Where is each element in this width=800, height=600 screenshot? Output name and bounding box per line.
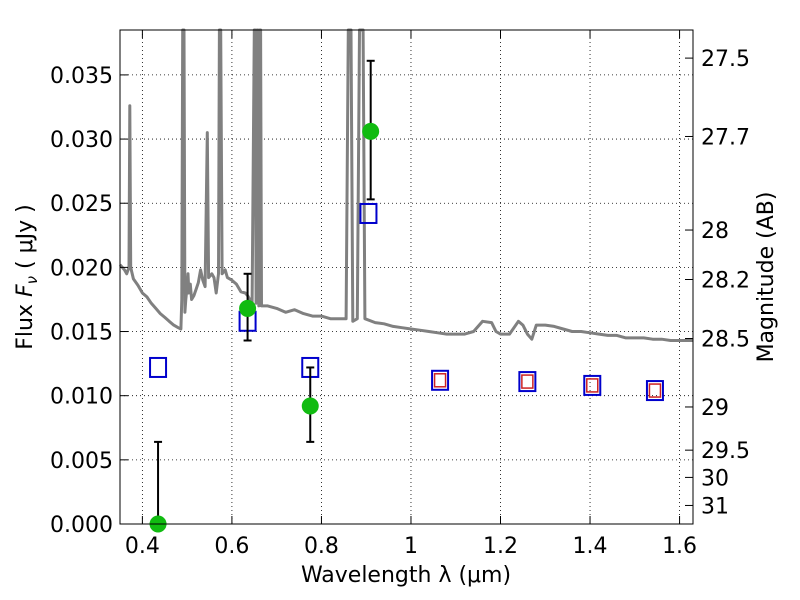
x-tick-label: 0.6 bbox=[214, 534, 249, 559]
model-photometry-nir-point bbox=[586, 378, 599, 393]
y2-tick-label: 28 bbox=[701, 219, 729, 244]
y2-tick-label: 29.5 bbox=[701, 439, 750, 464]
y-axis-label-subscript: ν bbox=[23, 276, 41, 284]
axis-ticks: 0.4 0.6 0.8 1 1.2 1.4 1.6 0.000 0.005 0.010 0.015 0… bbox=[50, 30, 750, 559]
y-tick-label: 0.025 bbox=[50, 192, 113, 217]
y-tick-label: 0.020 bbox=[50, 256, 113, 281]
y2-tick-label: 27.5 bbox=[701, 47, 750, 72]
model-photometry-point bbox=[149, 356, 168, 378]
x-tick-label: 1 bbox=[404, 534, 418, 559]
y-tick-label: 0.030 bbox=[50, 128, 113, 153]
y2-tick-label: 29 bbox=[701, 396, 729, 421]
y-tick-label: 0.000 bbox=[50, 513, 113, 538]
y-axis-label-prefix: Flux bbox=[13, 297, 38, 350]
y-axis-label-symbol: F bbox=[13, 284, 38, 297]
model-photometry-nir-point bbox=[433, 373, 447, 388]
x-tick-label: 1.4 bbox=[573, 534, 608, 559]
x-axis-label: Wavelength λ (μm) bbox=[301, 563, 511, 588]
y2-tick-label: 31 bbox=[701, 494, 729, 519]
y2-tick-label: 28.5 bbox=[701, 328, 750, 353]
plot-frame bbox=[119, 29, 694, 525]
model-photometry-nir-point bbox=[648, 383, 662, 398]
model-photometry-point bbox=[518, 371, 537, 393]
model-photometry-point bbox=[431, 369, 450, 391]
model-photometry-point bbox=[359, 202, 378, 224]
y-tick-label: 0.005 bbox=[50, 449, 113, 474]
x-tick-label: 1.6 bbox=[662, 534, 697, 559]
y2-tick-label: 30 bbox=[701, 466, 729, 491]
model-photometry-point bbox=[583, 374, 602, 396]
x-tick-label: 1.2 bbox=[483, 534, 518, 559]
y2-axis-label: Magnitude (AB) bbox=[754, 192, 779, 363]
observed-point bbox=[239, 299, 257, 317]
y-tick-label: 0.010 bbox=[50, 385, 113, 410]
y-axis-label: Flux Fν ( μJy ) bbox=[13, 204, 41, 349]
x-tick-label: 0.8 bbox=[304, 534, 339, 559]
spectrum-layer bbox=[118, 28, 693, 342]
spectrum-line bbox=[118, 28, 693, 342]
y2-tick-label: 27.7 bbox=[701, 125, 750, 150]
photometry-layer bbox=[149, 202, 664, 402]
model-photometry-point bbox=[645, 380, 664, 402]
observed-point bbox=[301, 397, 319, 415]
y2-tick-label: 28.2 bbox=[701, 268, 750, 293]
observed-point bbox=[362, 122, 380, 140]
y-tick-label: 0.015 bbox=[50, 321, 113, 346]
y-axis-label-unit: ( μJy ) bbox=[13, 204, 38, 276]
model-photometry-nir-point bbox=[521, 374, 534, 389]
x-tick-label: 0.4 bbox=[125, 534, 160, 559]
y-tick-label: 0.035 bbox=[50, 64, 113, 89]
